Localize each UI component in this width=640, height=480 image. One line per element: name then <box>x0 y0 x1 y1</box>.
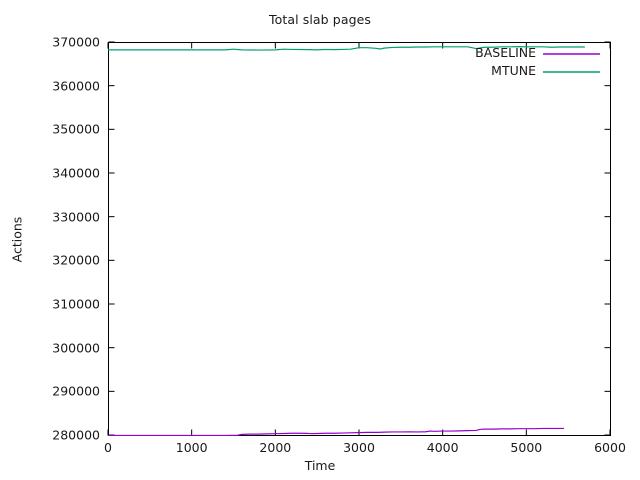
series-line-mtune <box>108 45 585 51</box>
x-axis-label: Time <box>304 458 336 473</box>
x-axis-tick-label: 4000 <box>426 440 459 455</box>
y-axis-tick-label: 320000 <box>52 252 100 268</box>
y-axis-tick-label: 360000 <box>52 78 100 94</box>
legend-label-mtune: MTUNE <box>491 63 536 78</box>
y-axis-tick-label: 340000 <box>52 165 100 181</box>
x-axis-tick-label: 0 <box>104 440 112 455</box>
chart-title: Total slab pages <box>268 12 372 27</box>
y-axis-tick-label: 290000 <box>52 383 100 399</box>
x-axis-tick-label: 3000 <box>343 440 375 455</box>
plot-border <box>108 42 611 436</box>
y-axis-tick-label: 350000 <box>52 121 100 137</box>
x-axis-tick-label: 6000 <box>594 440 626 455</box>
legend-label-baseline: BASELINE <box>475 45 536 60</box>
x-axis-tick-label: 2000 <box>259 440 292 455</box>
y-axis-tick-label: 310000 <box>52 296 100 312</box>
x-axis-tick-label: 1000 <box>175 440 208 455</box>
y-axis-tick-label: 300000 <box>52 340 100 356</box>
y-axis-tick-label: 330000 <box>52 209 100 225</box>
series-line-baseline <box>108 427 564 437</box>
y-axis-tick-label: 280000 <box>52 427 100 443</box>
y-axis-tick-label: 370000 <box>52 34 100 50</box>
x-axis-tick-label: 5000 <box>510 440 543 455</box>
